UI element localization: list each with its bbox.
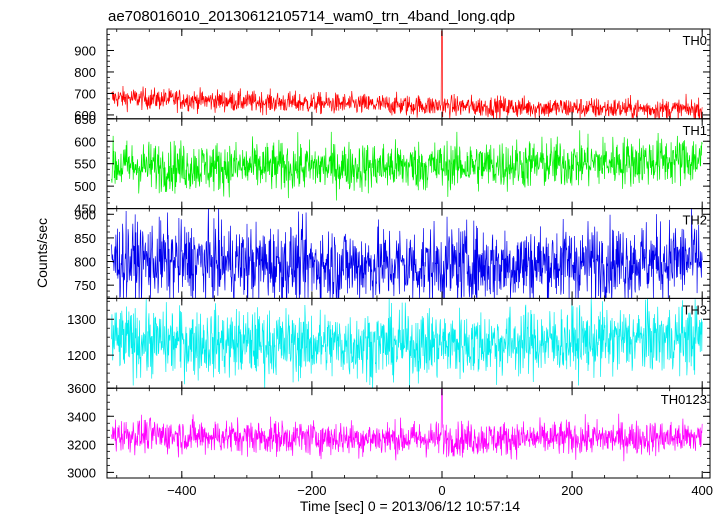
- panel-th1: 450 500 550 600 650 TH1: [74, 112, 711, 217]
- y-tick-label: 450: [74, 202, 96, 217]
- panel-label: TH3: [682, 302, 707, 317]
- x-tick-label: 200: [561, 483, 583, 498]
- x-tick-label: 400: [691, 483, 713, 498]
- y-tick-label: 600: [74, 108, 96, 123]
- x-axis: −400 −200 0 200 400: [167, 483, 713, 498]
- series-line-th1: [111, 130, 703, 201]
- y-tick-label: 800: [74, 65, 96, 80]
- y-tick-label: 650: [74, 112, 96, 127]
- y-tick-label: 900: [74, 207, 96, 222]
- panel-frame: [106, 387, 711, 479]
- x-tick-label: −400: [167, 483, 196, 498]
- panel-th0: 600 700 800 900 TH0: [74, 28, 711, 123]
- y-tick-label: 800: [74, 255, 96, 270]
- panel-th2: 750 800 850 900 TH2: [74, 207, 711, 299]
- y-axis-label: Counts/sec: [34, 218, 50, 288]
- y-tick-label: 500: [74, 179, 96, 194]
- x-tick-label: 0: [438, 483, 445, 498]
- panel-label: TH1: [682, 123, 707, 138]
- y-tick-label: 1200: [67, 348, 96, 363]
- series-line-th0: [111, 30, 703, 119]
- series-line-th3: [111, 298, 703, 389]
- y-tick-label: 600: [74, 134, 96, 149]
- panels-layer: 600700800900TH0450500550600650TH17508008…: [67, 28, 711, 480]
- panel-label: TH2: [682, 213, 707, 228]
- x-axis-label: Time [sec] 0 = 2013/06/12 10:57:14: [300, 498, 520, 514]
- series-line-th2: [111, 208, 703, 299]
- y-tick-label: 900: [74, 43, 96, 58]
- y-tick-label: 700: [74, 86, 96, 101]
- y-tick-label: 3400: [67, 409, 96, 424]
- y-tick-label: 3200: [67, 437, 96, 452]
- panel-label: TH0123: [661, 392, 707, 407]
- x-tick-label: −200: [297, 483, 326, 498]
- y-tick-label: 3600: [67, 381, 96, 396]
- y-tick-label: 750: [74, 278, 96, 293]
- chart-title: ae708016010_20130612105714_wam0_trn_4ban…: [108, 8, 515, 25]
- panel-label: TH0: [682, 33, 707, 48]
- y-tick-label: 1300: [67, 312, 96, 327]
- series-line-th0123: [111, 388, 703, 462]
- y-tick-label: 850: [74, 231, 96, 246]
- y-tick-label: 550: [74, 157, 96, 172]
- panel-th3: 1200 1300 TH3: [67, 297, 711, 389]
- panel-th0123: 3000 3200 3400 3600 TH0123: [67, 381, 711, 480]
- y-tick-label: 3000: [67, 465, 96, 480]
